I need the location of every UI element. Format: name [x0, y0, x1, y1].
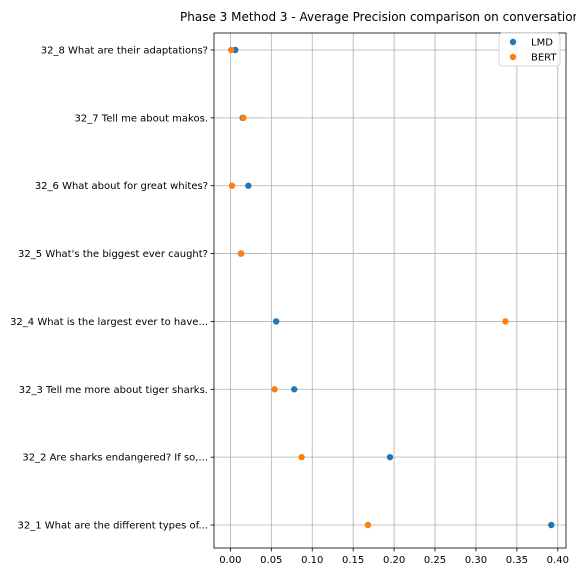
- point-bert: [240, 114, 247, 122]
- point-lmd: [245, 182, 252, 189]
- x-tick-label: 0.35: [506, 555, 528, 566]
- y-category-label: 32_5 What's the biggest ever caught?: [18, 249, 208, 260]
- point-lmd: [548, 521, 555, 529]
- x-tick-label: 0.10: [301, 555, 323, 566]
- legend: LMD BERT: [498, 32, 561, 67]
- y-category-label: 32_1 What are the different types of...: [18, 521, 208, 532]
- y-category-label: 32_8 What are their adaptations?: [41, 46, 208, 57]
- point-bert: [298, 453, 305, 461]
- x-tick-label: 0.15: [342, 555, 364, 566]
- chart-title: Phase 3 Method 3 - Average Precision com…: [180, 10, 576, 24]
- point-bert: [364, 521, 372, 529]
- grid: [214, 33, 566, 548]
- x-tick-label: 0.40: [547, 555, 569, 566]
- x-tick-label: 0.00: [219, 555, 241, 566]
- y-category-label: 32_4 What is the largest ever to have...: [10, 317, 208, 328]
- y-category-label: 32_2 Are sharks endangered? If so,...: [22, 453, 208, 464]
- x-tick-label: 0.05: [260, 555, 282, 566]
- point-lmd: [386, 453, 394, 461]
- point-bert: [237, 250, 245, 257]
- point-lmd: [291, 386, 298, 393]
- plot-frame: [213, 32, 567, 549]
- point-bert: [502, 318, 509, 325]
- legend-label-lmd: LMD: [531, 38, 553, 49]
- point-bert: [227, 46, 235, 54]
- y-category-label: 32_7 Tell me about makos.: [75, 113, 208, 124]
- x-tick-label: 0.20: [383, 555, 405, 566]
- legend-marker-lmd: [509, 38, 517, 46]
- x-axis-labels: 0.00 0.05 0.10 0.15 0.20 0.25 0.30 0.35 0.40: [219, 548, 569, 566]
- y-category-label: 32_6 What about for great whites?: [35, 181, 208, 192]
- y-category-label: 32_3 Tell me more about tiger sharks.: [19, 385, 208, 396]
- point-bert: [271, 386, 278, 393]
- point-lmd: [273, 318, 280, 325]
- x-tick-label: 0.30: [465, 555, 487, 566]
- data-points: [227, 46, 555, 529]
- point-bert: [228, 182, 236, 189]
- y-axis-labels: 32_1 What are the different types of... 3…: [10, 46, 214, 532]
- legend-marker-bert: [509, 53, 517, 61]
- x-tick-label: 0.25: [424, 555, 446, 566]
- legend-label-bert: BERT: [531, 53, 557, 64]
